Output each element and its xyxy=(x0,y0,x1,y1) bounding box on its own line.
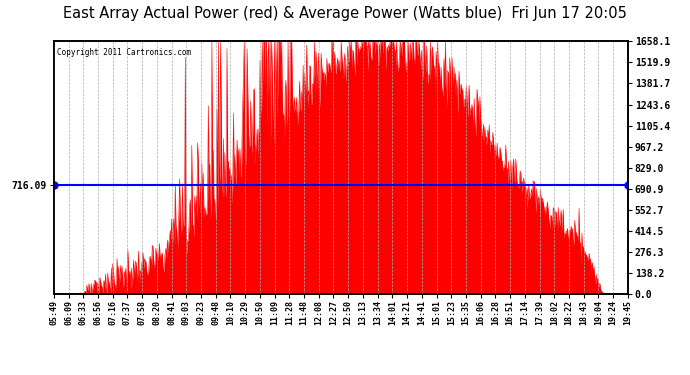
Text: East Array Actual Power (red) & Average Power (Watts blue)  Fri Jun 17 20:05: East Array Actual Power (red) & Average … xyxy=(63,6,627,21)
Text: Copyright 2011 Cartronics.com: Copyright 2011 Cartronics.com xyxy=(57,48,191,57)
